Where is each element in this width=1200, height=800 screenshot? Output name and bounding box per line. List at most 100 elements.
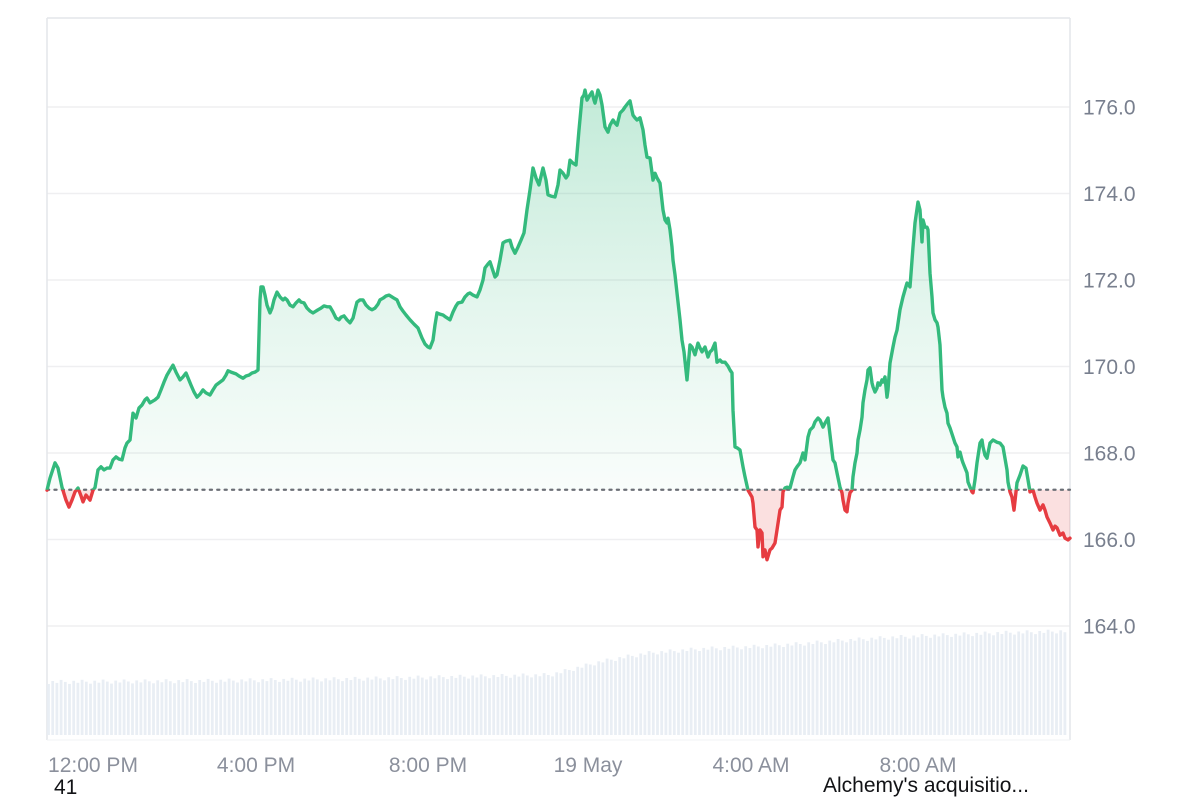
volume-bar <box>698 651 701 735</box>
volume-bar <box>110 683 113 735</box>
volume-bar <box>1050 631 1054 735</box>
volume-bar <box>215 682 218 735</box>
volume-bar <box>979 634 983 735</box>
volume-bar <box>706 649 710 735</box>
volume-bar <box>395 676 399 735</box>
volume-bar <box>391 679 395 735</box>
volume-bar <box>223 681 227 735</box>
volume-bar <box>849 639 853 735</box>
volume-bar <box>336 679 340 735</box>
volume-bar <box>198 680 202 735</box>
volume-bar <box>874 639 878 735</box>
volume-bar <box>450 676 454 735</box>
volume-bar <box>139 682 143 735</box>
volume-bar <box>240 679 244 735</box>
volume-bar <box>210 680 214 735</box>
volume-bar <box>929 637 932 735</box>
volume-bar <box>735 647 739 735</box>
volume-bar <box>324 678 328 735</box>
volume-bar <box>168 681 172 735</box>
volume-bar <box>194 683 197 735</box>
volume-bar <box>273 680 277 735</box>
volume-bar <box>173 683 176 735</box>
volume-bar <box>962 632 966 735</box>
y-axis-tick-label: 168.0 <box>1083 443 1136 466</box>
news-annotation-left[interactable]: 41 <box>54 776 78 799</box>
volume-bar <box>824 644 827 735</box>
volume-bar <box>920 634 924 735</box>
volume-bar <box>790 645 794 735</box>
volume-bar <box>370 679 374 735</box>
news-annotation-right[interactable]: Alchemy's acquisitio... <box>823 774 1029 797</box>
x-axis-tick-label: 4:00 PM <box>217 754 295 777</box>
volume-bar <box>311 677 315 735</box>
volume-bar <box>462 676 466 735</box>
volume-bar <box>374 676 378 735</box>
volume-bar <box>126 681 130 735</box>
volume-bar <box>656 654 659 735</box>
volume-bar <box>89 683 92 735</box>
volume-bar <box>294 679 298 735</box>
volume-bar <box>219 679 223 735</box>
volume-bar <box>639 653 643 735</box>
volume-bar <box>723 647 727 735</box>
volume-bar <box>458 674 462 735</box>
volume-bar <box>593 665 596 735</box>
volume-bar <box>328 680 332 735</box>
volume-bar <box>135 680 139 735</box>
volume-bar <box>866 640 869 735</box>
volume-bar <box>677 652 680 735</box>
volume-bar <box>248 678 252 735</box>
volume-bar <box>236 682 239 735</box>
volume-bar <box>971 636 974 735</box>
volume-bar <box>93 680 97 735</box>
volume-bar <box>488 678 491 735</box>
volume-bar <box>72 680 76 735</box>
volume-bar <box>479 674 483 735</box>
volume-bar <box>437 675 441 735</box>
y-axis-tick-label: 176.0 <box>1083 97 1136 120</box>
volume-bar <box>269 678 273 735</box>
volume-bar <box>987 633 991 735</box>
volume-bar <box>446 679 449 735</box>
volume-bar <box>756 646 760 735</box>
volume-bar <box>857 637 861 735</box>
volume-bar <box>752 644 756 735</box>
volume-bar <box>576 666 580 735</box>
volume-bar <box>257 682 260 735</box>
volume-bar <box>131 683 134 735</box>
volume-bar <box>362 680 365 735</box>
volume-bar <box>588 664 592 735</box>
volume-bar <box>668 649 672 735</box>
volume-bar <box>786 643 790 735</box>
volume-bar <box>546 675 550 735</box>
volume-bar <box>1025 630 1029 735</box>
volume-bar <box>651 652 655 735</box>
volume-bar <box>899 635 903 735</box>
volume-bar <box>1059 630 1063 735</box>
volume-bar <box>1008 632 1012 735</box>
volume-bar <box>181 682 185 735</box>
volume-bar <box>887 639 890 735</box>
volume-bar <box>945 635 949 735</box>
volume-bar <box>601 662 605 735</box>
y-axis-tick-label: 172.0 <box>1083 270 1136 293</box>
volume-bar <box>303 678 307 735</box>
y-axis-tick-label: 174.0 <box>1083 183 1136 206</box>
volume-bar <box>416 675 420 735</box>
y-axis-tick-label: 166.0 <box>1083 529 1136 552</box>
volume-bar <box>765 645 769 735</box>
volume-bar <box>290 677 294 735</box>
volume-bar <box>693 649 697 735</box>
volume-bar <box>252 680 256 735</box>
volume-bar <box>467 678 470 735</box>
volume-bar <box>475 677 479 735</box>
price-line <box>45 88 1072 562</box>
volume-bar <box>551 676 554 735</box>
volume-bar <box>563 669 567 735</box>
volume-bar <box>206 678 210 735</box>
volume-bar <box>882 637 886 735</box>
y-axis-labels: 176.0 174.0 172.0 170.0 168.0 166.0 164.0 <box>1083 97 1136 639</box>
volume-bar <box>744 646 748 735</box>
